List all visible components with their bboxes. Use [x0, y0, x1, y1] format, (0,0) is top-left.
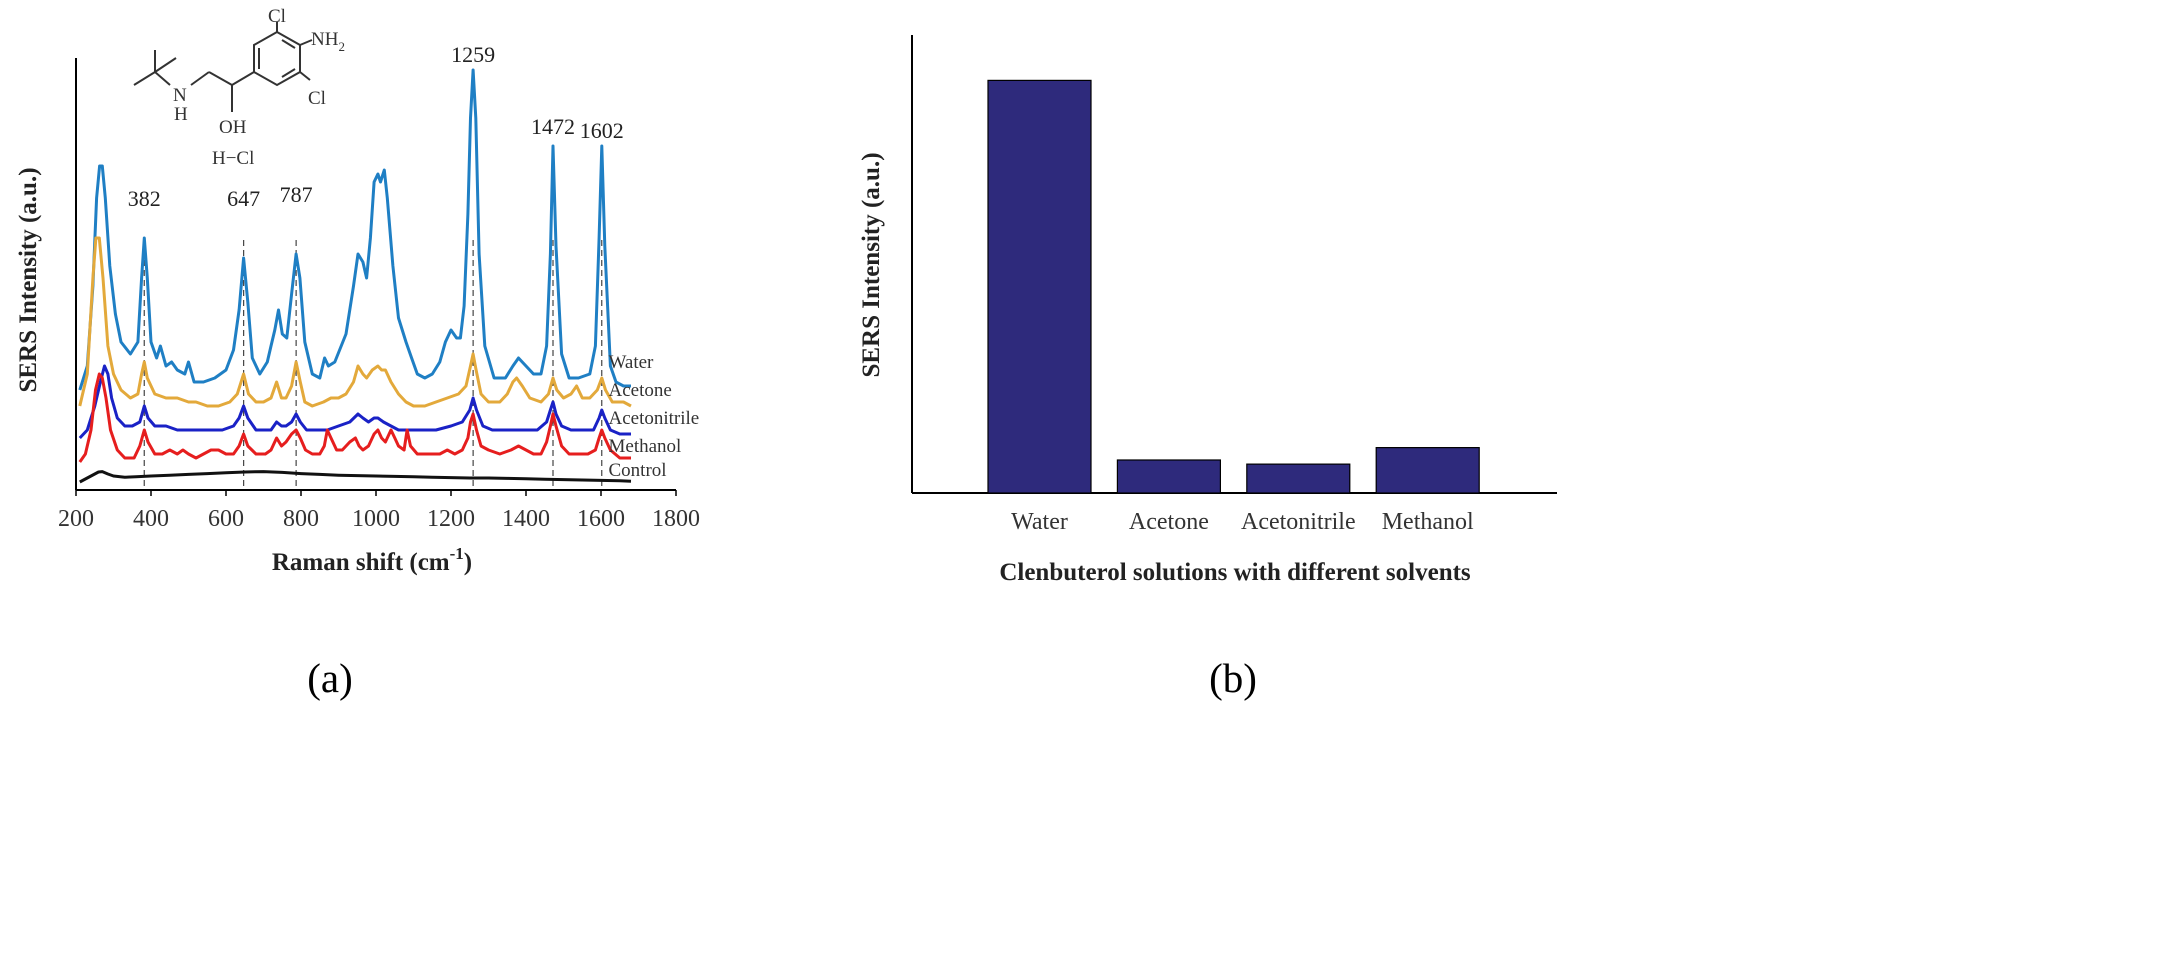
peak-label-1259: 1259 [451, 42, 495, 67]
raman-x-tick-label-1800: 1800 [652, 506, 700, 532]
raman-series [78, 68, 632, 484]
peak-label-1602: 1602 [580, 118, 624, 143]
series-line-acetone [78, 236, 632, 408]
peak-label-382: 382 [128, 186, 161, 211]
bond-to-nh2 [299, 39, 313, 46]
raman-x-tick-label-1600: 1600 [577, 506, 625, 532]
atom-cl-top: Cl [268, 6, 286, 27]
raman-x-tick-label-1000: 1000 [352, 506, 400, 532]
bond-n-to-tbutyl [154, 71, 171, 86]
series-label-water: Water [609, 352, 655, 373]
bond-to-bottom-cl [299, 71, 311, 81]
raman-peak-labels: 382 647 787 1259 1472 1602 [128, 42, 624, 211]
series-line-water [78, 68, 631, 391]
tbutyl-methyl-3 [154, 57, 177, 73]
atom-n: N [173, 85, 187, 106]
series-label-methanol: Methanol [609, 436, 682, 457]
bond-ring-to-choh [231, 71, 255, 86]
bar-category-methanol: Methanol [1382, 509, 1474, 535]
raman-x-tick-label-1200: 1200 [427, 506, 475, 532]
tbutyl-methyl-2 [133, 71, 156, 86]
bar-y-axis-title: SERS Intensity (a.u.) [858, 152, 885, 377]
raman-x-tick-label-200: 200 [58, 506, 94, 532]
series-line-methanol [78, 372, 631, 463]
ring-double-bond-2 [281, 68, 296, 78]
raman-series-labels: Water Acetone Acetonitrile Methanol Control [609, 352, 700, 481]
series-line-control [79, 470, 632, 484]
raman-y-axis-title: SERS Intensity (a.u.) [15, 167, 42, 392]
clenbuterol-structure [133, 22, 313, 112]
bar-acetone [1116, 459, 1222, 494]
bar-category-water: Water [1011, 509, 1068, 535]
atom-nh2: NH2 [311, 29, 345, 54]
bond-ch2-to-n [190, 71, 210, 86]
panel-a-label: (a) [307, 655, 353, 701]
panel-b-label: (b) [1209, 655, 1257, 701]
bar-category-labels: Water Acetone Acetonitrile Methanol [1011, 509, 1474, 535]
atom-n-h: H [174, 104, 188, 125]
raman-x-axis-title: Raman shift (cm-1) [272, 544, 472, 576]
raman-x-tick-label-400: 400 [133, 506, 169, 532]
series-label-acetone: Acetone [609, 380, 672, 401]
bar-methanol [1375, 447, 1480, 494]
bar-category-acetonitrile: Acetonitrile [1241, 509, 1356, 535]
solvent-bar-chart: Water Acetone Acetonitrile Methanol SERS In… [858, 35, 1557, 701]
hcl-label: H−Cl [212, 148, 254, 169]
raman-x-tick-label-800: 800 [283, 506, 319, 532]
bar-x-axis-title: Clenbuterol solutions with different sol… [999, 559, 1471, 586]
clenbuterol-atom-labels: Cl NH2 Cl N H OH H−Cl [173, 6, 345, 169]
series-line-acetonitrile [78, 364, 631, 440]
raman-x-ticks: 200 400 600 800 1000 1200 1400 1600 1800 [58, 490, 700, 532]
raman-x-tick-label-1400: 1400 [502, 506, 550, 532]
atom-oh: OH [219, 117, 247, 138]
bar-water [987, 79, 1092, 494]
series-label-acetonitrile: Acetonitrile [609, 408, 700, 429]
bar-acetonitrile [1246, 463, 1351, 494]
peak-label-647: 647 [227, 186, 260, 211]
peak-label-1472: 1472 [531, 114, 575, 139]
raman-x-tick-label-600: 600 [208, 506, 244, 532]
bond-choh-to-ch2 [208, 71, 233, 86]
peak-label-787: 787 [280, 182, 313, 207]
bar-series [987, 79, 1480, 494]
raman-spectra-chart: 200 400 600 800 1000 1200 1400 1600 1800 Water Ac… [15, 6, 700, 701]
ring-double-bond-1 [281, 39, 296, 49]
atom-cl-bottom: Cl [308, 88, 326, 109]
bar-category-acetone: Acetone [1129, 509, 1209, 535]
series-label-control: Control [609, 460, 667, 481]
